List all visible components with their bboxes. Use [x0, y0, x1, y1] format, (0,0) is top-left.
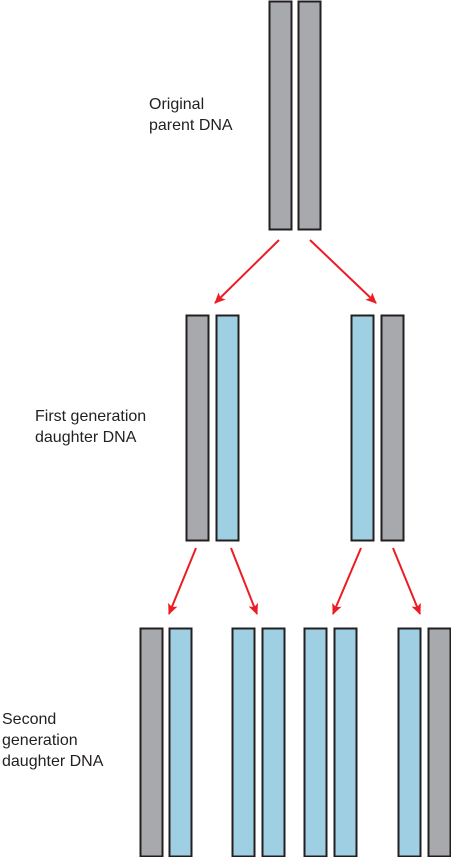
replication-arrow — [309, 239, 377, 304]
second-generation-molecule — [303, 627, 358, 857]
second-generation-molecule — [397, 627, 451, 857]
second-generation-label: Second generation daughter DNA — [2, 709, 103, 772]
first-generation-label: First generation daughter DNA — [35, 406, 146, 448]
first-generation-molecule — [350, 314, 405, 542]
replication-arrow — [230, 547, 258, 615]
second-generation-molecule — [231, 627, 286, 857]
second-generation-molecule — [139, 627, 193, 857]
new-strand — [261, 627, 286, 857]
replication-arrow — [332, 547, 362, 615]
new-strand — [333, 627, 358, 857]
label-line: First generation — [35, 408, 147, 425]
replication-arrow — [392, 547, 421, 615]
strand-layer — [139, 0, 451, 857]
replication-arrow — [168, 547, 197, 615]
new-strand — [350, 314, 375, 542]
label-line: Original — [149, 96, 205, 113]
parental-strand — [427, 627, 451, 857]
new-strand — [215, 314, 240, 542]
parental-strand — [185, 314, 210, 542]
label-line: generation — [2, 732, 78, 749]
parental-strand — [268, 0, 293, 231]
new-strand — [397, 627, 422, 857]
first-generation-molecule — [185, 314, 240, 542]
new-strand — [168, 627, 193, 857]
original-parent-molecule — [268, 0, 322, 231]
label-line: Second — [2, 711, 57, 728]
new-strand — [231, 627, 256, 857]
label-line: daughter DNA — [2, 753, 104, 770]
label-line: parent DNA — [149, 117, 233, 134]
parental-strand — [139, 627, 164, 857]
new-strand — [303, 627, 328, 857]
parental-strand — [297, 0, 322, 231]
arrow-layer — [168, 239, 421, 615]
replication-arrow — [214, 239, 280, 304]
label-line: daughter DNA — [35, 429, 137, 446]
original-parent-dna-label: Original parent DNA — [149, 94, 233, 136]
parental-strand — [380, 314, 405, 542]
